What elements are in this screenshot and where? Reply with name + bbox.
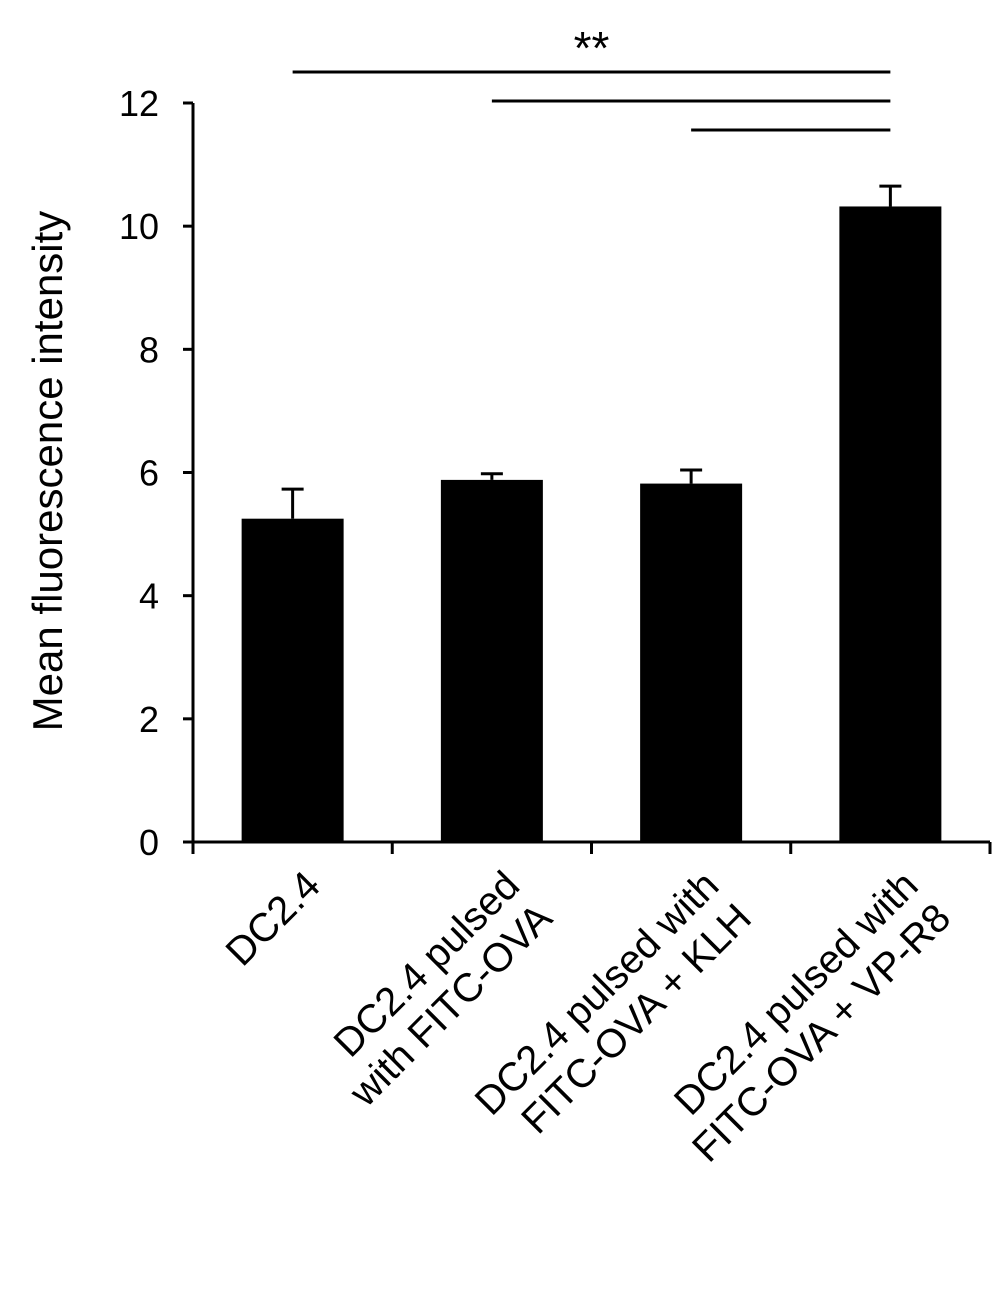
x-axis [191,840,992,854]
y-tick-label: 12 [119,83,159,124]
bar [241,518,344,842]
category-label-line: DC2.4 [218,863,329,974]
significance-brackets: ** [292,22,891,132]
category-label: DC2.4 [218,863,329,974]
y-tick-label: 6 [139,453,159,494]
y-axis: 0 2 4 6 8 10 12 [119,83,195,863]
bar [640,483,743,842]
significance-label: ** [574,22,610,74]
bars [241,206,942,842]
bar [839,206,942,842]
y-tick-label: 4 [139,576,159,617]
y-tick-label: 8 [139,329,159,370]
y-tick-label: 2 [139,699,159,740]
bar [440,479,543,842]
y-tick-label: 0 [139,822,159,863]
y-tick-label: 10 [119,206,159,247]
error-bars [281,184,902,519]
y-axis-title: Mean fluorescence intensity [24,211,71,732]
